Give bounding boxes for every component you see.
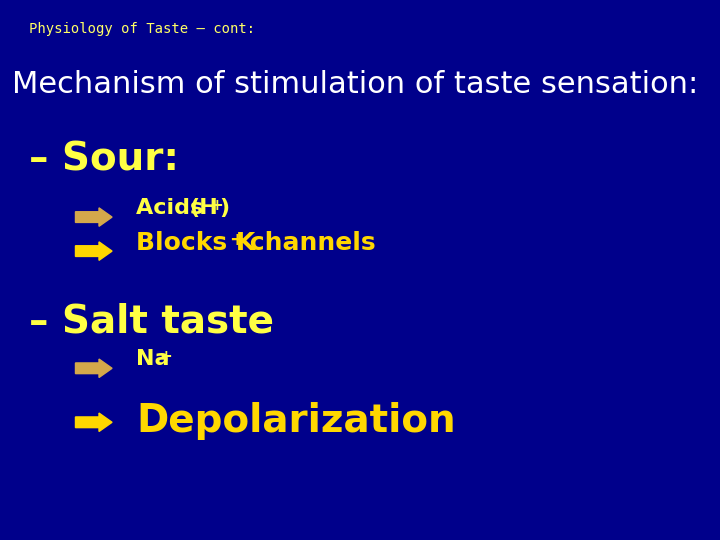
- FancyArrow shape: [76, 242, 112, 260]
- Text: ): ): [220, 198, 230, 218]
- Text: Physiology of Taste – cont:: Physiology of Taste – cont:: [29, 22, 255, 36]
- FancyArrow shape: [76, 413, 112, 431]
- Text: Blocks K: Blocks K: [136, 231, 256, 255]
- Text: +: +: [230, 231, 244, 249]
- Text: Acids: Acids: [136, 198, 212, 218]
- FancyArrow shape: [76, 208, 112, 226]
- Text: – Salt taste: – Salt taste: [29, 302, 274, 340]
- Text: – Sour:: – Sour:: [29, 140, 179, 178]
- Text: +: +: [160, 349, 172, 364]
- FancyArrow shape: [76, 359, 112, 377]
- Text: Mechanism of stimulation of taste sensation:: Mechanism of stimulation of taste sensat…: [12, 70, 698, 99]
- Text: Depolarization: Depolarization: [136, 402, 456, 440]
- Text: +: +: [210, 198, 223, 213]
- Text: Na: Na: [136, 349, 170, 369]
- Text: (H: (H: [189, 198, 217, 218]
- Text: channels: channels: [241, 231, 376, 255]
